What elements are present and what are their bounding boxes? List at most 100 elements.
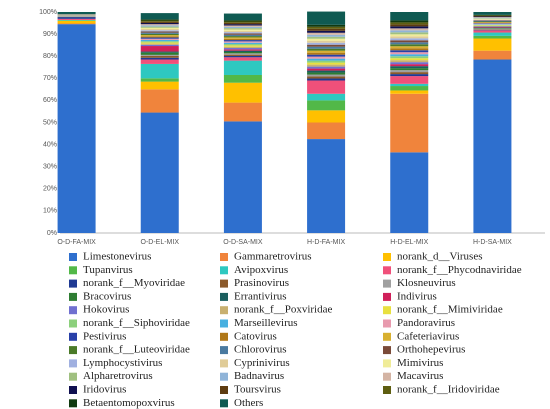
bar-segment <box>140 31 179 33</box>
bar-segment <box>473 25 512 27</box>
bar-segment <box>307 93 346 101</box>
legend-label: Limestonevirus <box>83 251 151 263</box>
legend-marker <box>220 319 228 328</box>
x-tick-label: H-D-SA-MIX <box>473 239 512 246</box>
bar-segment <box>390 72 429 75</box>
bar-segment <box>390 48 429 51</box>
bar-segment <box>307 34 346 37</box>
bar-segment <box>307 78 346 81</box>
y-tick-label: 80% <box>43 53 57 60</box>
bar-segment <box>473 26 512 28</box>
bar-segment <box>140 59 179 64</box>
bar-segment <box>140 21 179 23</box>
bar-segment <box>307 54 346 57</box>
legend-label: Others <box>234 397 263 409</box>
bar-segment <box>140 13 179 20</box>
legend-marker <box>69 332 77 341</box>
bar-segment <box>473 19 512 21</box>
bar-segment <box>473 28 512 29</box>
bar-segment <box>390 36 429 39</box>
bar-segment <box>390 44 429 47</box>
bar-segment <box>390 70 429 73</box>
bar-segment <box>223 29 262 31</box>
legend-marker <box>383 346 391 355</box>
bar-segment <box>473 20 512 21</box>
bar-segment <box>140 81 179 90</box>
legend-marker <box>220 332 228 341</box>
legend-label: Klosneuvirus <box>397 277 456 289</box>
bar-segment <box>473 28 512 30</box>
bar-segment <box>223 121 262 233</box>
x-tick-label: O-D-EL-MIX <box>141 239 180 246</box>
bar-segment <box>307 70 346 73</box>
legend-marker <box>220 386 228 394</box>
legend-label: Prasinovirus <box>234 277 289 289</box>
legend-marker <box>69 359 77 368</box>
bar-segment <box>223 60 262 75</box>
bar-segment <box>223 21 262 23</box>
legend-label: norank_f__Iridoviridae <box>397 384 500 396</box>
bar-segment <box>390 50 429 53</box>
legend-marker <box>383 279 391 288</box>
bar-segment <box>57 18 96 20</box>
bar-segment <box>390 56 429 59</box>
bar-segment <box>473 30 512 33</box>
bar-segment <box>390 74 429 77</box>
bar-segment <box>223 37 262 39</box>
bar-segment <box>307 122 346 140</box>
legend-marker <box>220 292 228 301</box>
legend-marker <box>220 279 228 288</box>
bar-segment <box>223 57 262 61</box>
legend-marker <box>220 266 228 275</box>
bar-segment <box>307 28 346 31</box>
y-tick-label: 100% <box>39 9 57 16</box>
bar-segment <box>140 30 179 32</box>
bar-segment <box>223 36 262 38</box>
bar-segment <box>473 18 512 19</box>
bar-segment <box>223 49 262 51</box>
legend-marker <box>220 359 228 368</box>
bar-segment <box>223 44 262 46</box>
bar-segment <box>473 17 512 18</box>
legend-marker <box>220 346 228 355</box>
bar-segment <box>140 42 179 44</box>
bar-segment <box>473 27 512 28</box>
legend-label: Indivirus <box>397 290 437 302</box>
bar-segment <box>140 35 179 37</box>
legend-marker <box>383 306 391 315</box>
bar-segment <box>473 29 512 31</box>
bar-segment <box>140 57 179 60</box>
legend-marker <box>220 253 228 261</box>
legend-marker <box>69 306 77 315</box>
bar-segment <box>390 32 429 35</box>
bar-segment <box>390 34 429 37</box>
bar-segment <box>390 46 429 49</box>
legend-marker <box>383 359 391 368</box>
bar-segment <box>307 64 346 67</box>
legend-label: norank_f__Luteoviridae <box>83 344 190 356</box>
bar-segment <box>473 20 512 22</box>
legend-marker <box>220 306 228 315</box>
bar-segment <box>473 25 512 26</box>
legend-label: Pestivirus <box>83 330 126 342</box>
bar-segment <box>473 29 512 30</box>
bar-segment <box>223 38 262 41</box>
bar-segment <box>307 52 346 55</box>
legend-marker <box>220 399 228 408</box>
bar-segment <box>140 20 179 22</box>
bar-segment <box>307 72 346 75</box>
bar-segment <box>307 80 346 94</box>
bar-segment <box>390 68 429 71</box>
y-tick-label: 0% <box>47 230 57 237</box>
legend-marker <box>69 266 77 275</box>
legend-label: Tupanvirus <box>83 264 133 276</box>
bar-segment <box>307 100 346 111</box>
legend-label: norank_f__Mimiviridae <box>397 304 503 316</box>
bar-segment <box>140 46 179 52</box>
bar-segment <box>140 26 179 28</box>
bar-segment <box>223 48 262 50</box>
bar-segment <box>223 53 262 55</box>
bar-segment <box>223 32 262 34</box>
legend-label: Cyprinivirus <box>234 357 290 369</box>
legend-marker <box>69 279 77 288</box>
